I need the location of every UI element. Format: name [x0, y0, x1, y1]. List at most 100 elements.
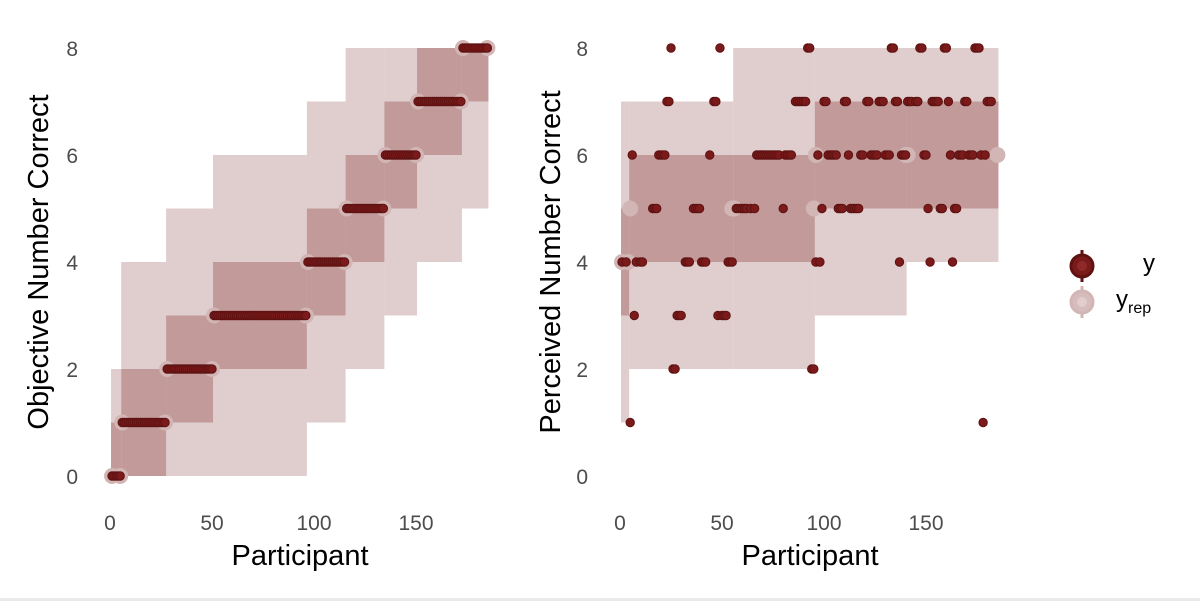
y-point: [207, 364, 217, 374]
y-point: [884, 150, 894, 160]
y-tick-label: 2: [66, 359, 78, 382]
y-tick-label: 0: [66, 466, 78, 489]
y-point: [378, 203, 389, 214]
x-tick-labels-perceived: 0 50 100 150: [614, 512, 943, 535]
y-point: [864, 96, 874, 107]
y-tick-label: 4: [66, 252, 78, 275]
y-point: [925, 257, 935, 267]
legend: y yrep: [1069, 250, 1155, 318]
y-tick-label: 2: [576, 359, 588, 382]
legend-key-yrep: [1069, 286, 1095, 318]
y-point: [894, 257, 905, 267]
x-tick-label: 0: [614, 512, 626, 535]
y-tick-label: 8: [66, 38, 78, 61]
y-point: [339, 257, 350, 267]
y-point: [727, 257, 737, 267]
panel-objective: 0 50 100 150 0 2 4 6 8 Participant Objective Nu…: [23, 38, 496, 572]
y-point: [411, 150, 421, 160]
y-point: [900, 150, 911, 160]
y-point: [625, 417, 635, 428]
y-point: [749, 203, 760, 214]
y-point: [843, 150, 854, 160]
y-tick-label: 6: [66, 145, 78, 168]
y-point: [951, 203, 962, 214]
legend-label-y: y: [1143, 250, 1155, 277]
y-point: [943, 96, 954, 107]
y-point: [945, 150, 956, 160]
y-point: [858, 150, 868, 160]
y-point: [986, 96, 996, 107]
y-point: [962, 96, 972, 107]
y-point: [670, 364, 680, 374]
yrep-inner-interval: [111, 422, 122, 476]
y-tick-labels-perceived: 0 2 4 6 8: [576, 38, 588, 489]
x-tick-label: 50: [710, 512, 733, 535]
y-point: [974, 43, 984, 53]
y-point: [923, 203, 933, 214]
y-point: [809, 364, 819, 374]
y-points-objective: [107, 43, 493, 481]
yrep-inner-interval: [461, 48, 489, 102]
y-point: [917, 43, 927, 53]
y-point: [937, 203, 948, 214]
y-point: [629, 310, 639, 321]
y-point: [660, 150, 670, 160]
yrep-intervals-objective: [104, 40, 496, 484]
y-point: [115, 471, 125, 481]
y-point: [694, 203, 705, 214]
y-point: [621, 257, 631, 267]
y-point: [301, 310, 311, 321]
y-point: [652, 203, 662, 214]
bottom-rule: [0, 598, 1200, 601]
y-axis-title-perceived: Perceived Number Correct: [535, 90, 567, 433]
y-point: [684, 257, 695, 267]
legend-key-y: [1069, 250, 1095, 282]
y-point: [817, 203, 827, 214]
legend-label-yrep: yrep: [1116, 286, 1151, 317]
x-tick-label: 50: [200, 512, 223, 535]
y-point: [666, 43, 676, 53]
y-point: [878, 96, 888, 107]
y-point: [968, 150, 978, 160]
y-point: [676, 310, 686, 321]
y-axis-title-objective: Objective Number Correct: [23, 94, 55, 429]
panel-perceived: 0 50 100 150 0 2 4 6 8 Participant Perceived Nu…: [535, 38, 1006, 572]
y-tick-label: 6: [576, 145, 588, 168]
y-point: [711, 96, 721, 107]
y-point: [913, 96, 923, 107]
y-point: [721, 310, 731, 321]
y-point: [786, 150, 797, 160]
x-axis-title-objective: Participant: [231, 540, 368, 572]
y-point: [813, 150, 823, 160]
y-point: [160, 417, 170, 428]
y-point: [921, 150, 931, 160]
y-tick-labels-objective: 0 2 4 6 8: [66, 38, 78, 489]
y-point: [872, 150, 882, 160]
y-point: [482, 43, 493, 53]
x-tick-label: 150: [908, 512, 943, 535]
y-point: [831, 150, 841, 160]
y-point: [705, 150, 715, 160]
y-point: [888, 43, 899, 53]
y-point: [933, 96, 943, 107]
x-tick-labels-objective: 0 50 100 150: [104, 512, 433, 535]
y-point: [778, 203, 788, 214]
y-point: [821, 96, 831, 107]
y-point: [815, 257, 825, 267]
y-point: [978, 417, 988, 428]
y-tick-label: 8: [576, 38, 588, 61]
x-tick-label: 150: [398, 512, 433, 535]
y-point: [941, 43, 952, 53]
y-point: [456, 96, 466, 107]
y-point: [980, 150, 990, 160]
y-point: [627, 150, 637, 160]
y-point: [715, 43, 725, 53]
y-point: [853, 203, 864, 214]
y-point: [805, 43, 815, 53]
y-point: [947, 257, 958, 267]
yrep-median-point: [989, 147, 1006, 163]
y-point: [664, 96, 674, 107]
yrep-inner-interval: [629, 155, 734, 262]
y-tick-label: 4: [576, 252, 588, 275]
